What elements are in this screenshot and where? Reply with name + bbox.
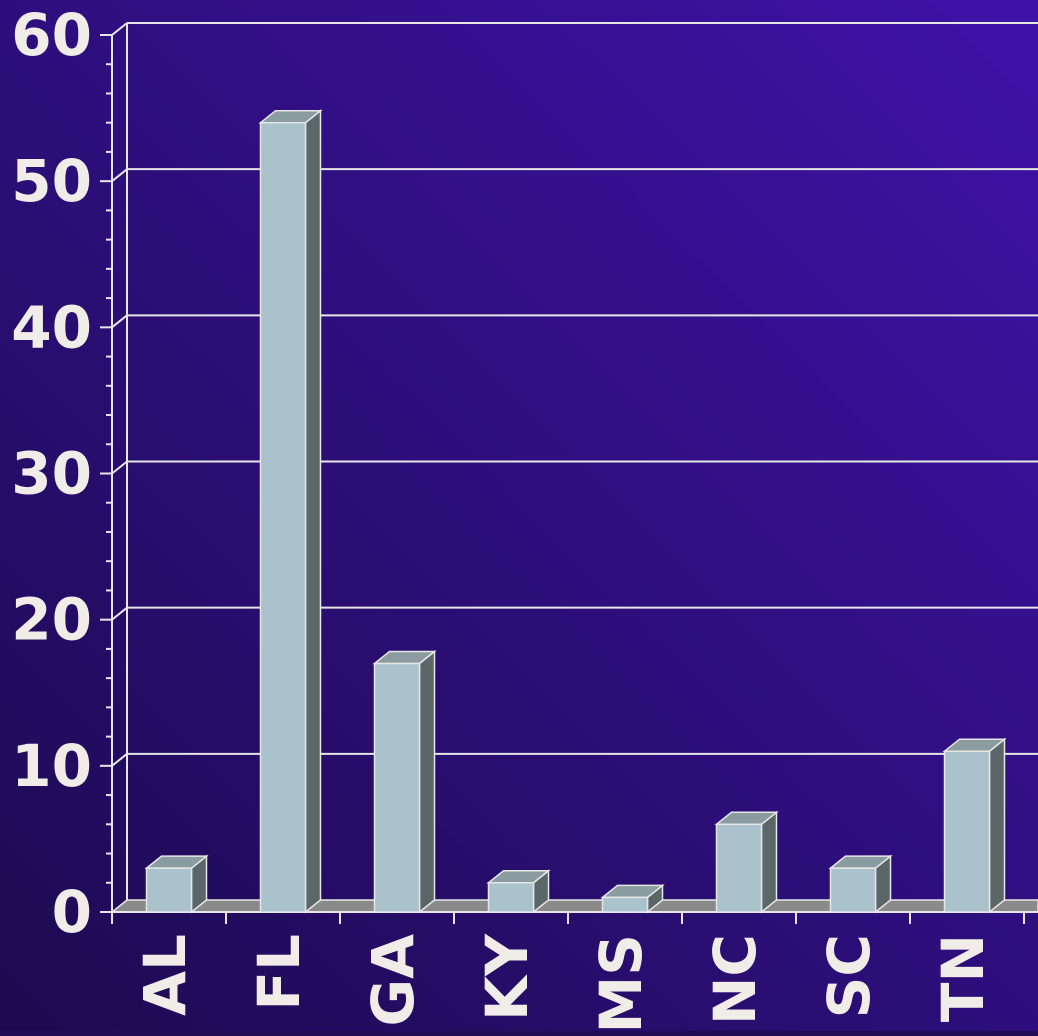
y-tick-label: 10 bbox=[11, 732, 92, 800]
bars bbox=[144, 109, 1007, 914]
y-tick-label: 40 bbox=[11, 293, 92, 361]
y-tick-label: 50 bbox=[11, 147, 92, 215]
bar-sc bbox=[828, 854, 893, 914]
y-tick-label: 60 bbox=[11, 1, 92, 69]
bar-front bbox=[373, 662, 421, 913]
bar-side bbox=[988, 737, 1006, 914]
x-tick-label-tn: TN bbox=[929, 934, 997, 1022]
bar-front bbox=[145, 867, 193, 913]
bar-front bbox=[829, 867, 877, 913]
bar-ky bbox=[486, 869, 551, 914]
x-tick-label-al: AL bbox=[131, 934, 199, 1016]
bar-fl bbox=[258, 109, 323, 914]
x-tick-labels: AL FL GA KY MS NC SC TN bbox=[131, 933, 997, 1033]
bar-front bbox=[715, 823, 763, 913]
bar-al bbox=[144, 854, 209, 914]
bar-side bbox=[418, 649, 436, 914]
x-tick-label-ky: KY bbox=[473, 933, 541, 1021]
y-tick-labels: 0 10 20 30 40 50 60 bbox=[11, 1, 92, 946]
gridline-diag bbox=[111, 460, 128, 475]
y-tick-label: 20 bbox=[11, 586, 92, 654]
x-tick-label-fl: FL bbox=[245, 934, 313, 1011]
bar-ga bbox=[372, 649, 437, 914]
bar-front bbox=[259, 121, 307, 913]
y-tick-label: 30 bbox=[11, 440, 92, 508]
bar-side bbox=[304, 109, 322, 914]
gridline-diag bbox=[111, 753, 128, 767]
y-axis bbox=[100, 23, 1025, 924]
bar-ms bbox=[600, 883, 665, 914]
bar-front bbox=[601, 896, 649, 913]
bar-front bbox=[943, 750, 991, 913]
bar-front bbox=[487, 882, 535, 913]
gridline-diag bbox=[111, 314, 128, 329]
x-tick-label-ga: GA bbox=[359, 934, 427, 1027]
gridline-diag bbox=[111, 22, 128, 36]
x-tick-label-nc: NC bbox=[701, 934, 769, 1025]
bar-nc bbox=[714, 810, 779, 914]
chart-floor bbox=[109, 899, 1038, 913]
floor-plane bbox=[109, 899, 1038, 913]
gridline-diag bbox=[111, 168, 128, 182]
bar-side bbox=[760, 810, 778, 914]
bar-tn bbox=[942, 737, 1007, 914]
x-tick-label-ms: MS bbox=[587, 934, 655, 1031]
x-tick-label-sc: SC bbox=[815, 934, 883, 1018]
y-tick-label: 0 bbox=[52, 878, 92, 946]
gridline-diag bbox=[111, 606, 128, 621]
